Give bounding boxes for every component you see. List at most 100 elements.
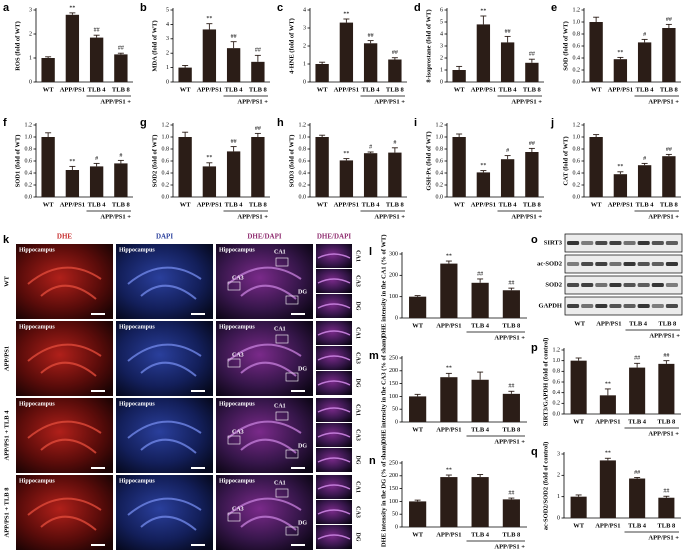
y-tick-label: 2 — [440, 55, 443, 61]
image-title: Hippocampus — [19, 324, 55, 330]
y-tick-label: 0.2 — [573, 182, 581, 188]
column-header: DHE — [57, 233, 73, 241]
x-tick-label: APP/PS1 — [436, 426, 461, 433]
image-title: Hippocampus — [119, 324, 155, 330]
blot-band — [665, 304, 678, 308]
image-title: Hippocampus — [219, 247, 255, 253]
bar — [502, 393, 520, 422]
bar — [251, 61, 265, 82]
x-tick-label: TLB 4 — [88, 201, 107, 208]
significance-mark: ## — [666, 17, 672, 23]
bar — [589, 22, 603, 82]
blot-band — [665, 241, 678, 245]
inset-cells — [317, 278, 351, 284]
y-axis-label: 4-HNE (fold of WT) — [288, 18, 295, 74]
roi-box — [275, 257, 289, 267]
blot-band — [623, 241, 636, 245]
x-tick-label: APP/PS1 — [595, 418, 620, 425]
blot-band — [637, 283, 650, 287]
roi-box — [285, 526, 299, 536]
hippocampus-outline — [227, 343, 302, 377]
blot-band — [567, 304, 580, 308]
significance-mark: ## — [663, 353, 669, 359]
y-tick-label: 0.6 — [436, 158, 444, 164]
y-tick-label: 0.0 — [573, 194, 581, 200]
panel-letter: b — [140, 2, 147, 14]
bar — [409, 396, 427, 422]
x-tick-label: TLB 8 — [502, 531, 521, 538]
x-tick-label: TLB 8 — [502, 322, 521, 329]
x-tick-label: TLB 4 — [628, 418, 647, 425]
scale-bar — [291, 544, 305, 546]
blot-band — [609, 241, 622, 245]
y-tick-label: 1 — [440, 67, 443, 73]
region-label: CA3 — [232, 352, 244, 358]
roi-box — [227, 435, 241, 445]
y-tick-label: 3 — [303, 25, 306, 31]
y-tick-label: 100 — [389, 394, 398, 400]
significance-mark: # — [369, 144, 372, 150]
significance-mark: # — [119, 153, 122, 159]
y-tick-label: 2 — [303, 43, 306, 49]
region-label: CA1 — [274, 480, 286, 486]
significance-mark: ** — [480, 8, 486, 14]
image-title: Hippocampus — [119, 478, 155, 484]
y-tick-label: 1.2 — [162, 122, 170, 128]
x-tick-label: TLB 8 — [660, 201, 679, 208]
image-title: Hippocampus — [219, 401, 255, 407]
hippocampus-outline — [227, 420, 302, 454]
inset-cells — [317, 380, 351, 386]
significance-mark: ## — [634, 356, 640, 362]
y-tick-label: 0.2 — [25, 182, 33, 188]
inset-cells — [317, 355, 351, 361]
y-tick-label: 0.6 — [162, 158, 170, 164]
y-tick-label: 0.8 — [436, 146, 444, 152]
panel-letter: h — [277, 117, 284, 129]
group-label: APP/PS1 + — [374, 98, 405, 105]
group-label: APP/PS1 + — [648, 430, 679, 437]
image-title: Hippocampus — [119, 401, 155, 407]
group-label: APP/PS1 + — [648, 534, 679, 541]
x-tick-label: WT — [412, 531, 424, 538]
scale-bar — [191, 544, 205, 546]
scale-bar — [91, 544, 105, 546]
scale-bar — [291, 467, 305, 469]
y-tick-label: 3 — [440, 43, 443, 49]
bar — [613, 59, 628, 82]
y-tick-label: 50 — [392, 407, 398, 413]
y-tick-label: 0.8 — [553, 369, 561, 375]
panel-letter: m — [369, 350, 379, 362]
group-label: APP/PS1 + — [511, 98, 542, 105]
y-tick-label: 0 — [303, 79, 306, 85]
blot-band — [623, 262, 636, 266]
x-tick-label: WT — [412, 426, 424, 433]
x-tick-label: TLB 4 — [628, 522, 647, 529]
bar — [363, 43, 378, 82]
blot-band — [581, 304, 594, 308]
inset-cells — [317, 484, 351, 490]
region-label: CA1 — [274, 326, 286, 332]
panel-letter: q — [531, 446, 538, 458]
y-tick-label: 1.0 — [436, 134, 444, 140]
inset-cells — [317, 330, 351, 336]
scale-bar — [191, 313, 205, 315]
significance-mark: ** — [69, 159, 75, 165]
scale-bar — [191, 467, 205, 469]
blot-band — [595, 304, 608, 308]
group-label: APP/PS1 + — [494, 438, 525, 445]
significance-mark: # — [643, 156, 646, 162]
y-tick-label: 0.4 — [573, 55, 581, 61]
y-tick-label: 0 — [166, 79, 169, 85]
y-tick-label: 5 — [166, 7, 169, 13]
y-tick-label: 0.2 — [162, 182, 170, 188]
image-title: Hippocampus — [19, 401, 55, 407]
hippocampus-outline — [27, 420, 102, 454]
bar — [525, 62, 539, 82]
blot-band — [567, 262, 580, 266]
y-axis-label: SIRT3/GAPDH (fold of control) — [542, 338, 549, 427]
x-tick-label: TLB 4 — [225, 86, 244, 93]
bar — [589, 137, 603, 197]
y-axis-label: GSH-Px (fold of WT) — [425, 131, 432, 190]
x-tick-label: APP/PS1 — [197, 201, 222, 208]
group-label: APP/PS1 + — [237, 98, 268, 105]
